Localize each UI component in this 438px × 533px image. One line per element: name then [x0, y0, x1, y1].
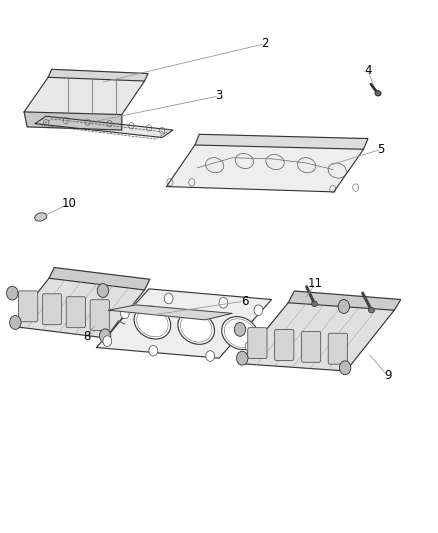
Text: 10: 10	[62, 197, 77, 210]
Text: 5: 5	[378, 143, 385, 156]
Ellipse shape	[311, 301, 317, 306]
Polygon shape	[24, 77, 145, 115]
Polygon shape	[96, 289, 272, 358]
Ellipse shape	[222, 317, 258, 350]
Circle shape	[206, 351, 215, 361]
Polygon shape	[239, 303, 394, 371]
Ellipse shape	[368, 308, 374, 313]
Text: 8: 8	[83, 330, 90, 343]
Circle shape	[254, 305, 263, 316]
FancyBboxPatch shape	[18, 291, 38, 322]
FancyBboxPatch shape	[248, 328, 267, 359]
Ellipse shape	[134, 306, 171, 339]
Polygon shape	[11, 278, 145, 338]
Circle shape	[149, 345, 158, 356]
Circle shape	[219, 297, 228, 308]
Polygon shape	[35, 116, 173, 138]
Polygon shape	[109, 305, 232, 320]
Circle shape	[164, 293, 173, 304]
Polygon shape	[195, 134, 368, 149]
FancyBboxPatch shape	[301, 332, 321, 362]
Text: 11: 11	[308, 277, 323, 290]
FancyBboxPatch shape	[328, 333, 347, 364]
Text: 4: 4	[364, 64, 372, 77]
FancyBboxPatch shape	[90, 300, 110, 330]
Polygon shape	[288, 291, 401, 310]
Polygon shape	[166, 145, 364, 192]
Circle shape	[339, 361, 351, 375]
Circle shape	[103, 336, 112, 346]
Ellipse shape	[178, 311, 215, 344]
FancyBboxPatch shape	[66, 297, 85, 328]
FancyBboxPatch shape	[275, 329, 294, 360]
Circle shape	[120, 308, 129, 319]
Circle shape	[7, 286, 18, 300]
Text: 3: 3	[215, 90, 223, 102]
Text: 9: 9	[384, 369, 392, 382]
Circle shape	[97, 284, 109, 297]
Circle shape	[245, 341, 254, 352]
Polygon shape	[24, 112, 122, 130]
Polygon shape	[48, 69, 148, 81]
Ellipse shape	[375, 91, 381, 96]
Circle shape	[234, 322, 246, 336]
Text: 6: 6	[240, 295, 248, 308]
Circle shape	[10, 316, 21, 329]
Circle shape	[99, 329, 111, 343]
Ellipse shape	[35, 213, 47, 221]
Circle shape	[237, 351, 248, 365]
Polygon shape	[49, 268, 150, 290]
Circle shape	[338, 300, 350, 313]
FancyBboxPatch shape	[42, 294, 62, 325]
Text: 2: 2	[261, 37, 269, 50]
